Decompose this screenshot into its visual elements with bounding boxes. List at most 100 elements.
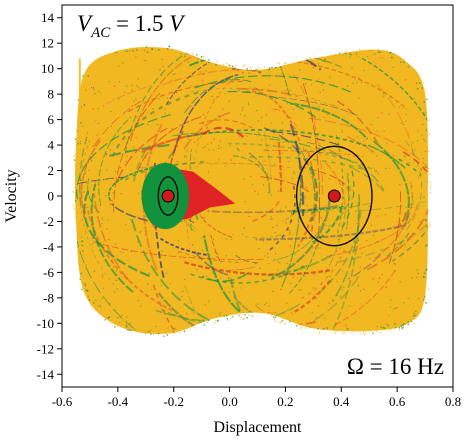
speckle-dot bbox=[316, 206, 318, 209]
edge-dot bbox=[104, 319, 106, 321]
edge-dot bbox=[359, 48, 361, 50]
basin-streak bbox=[136, 115, 203, 173]
speckle-dot bbox=[80, 106, 82, 108]
speckle-dot bbox=[219, 314, 221, 316]
speckle-dot bbox=[152, 259, 154, 261]
speckle-dot bbox=[137, 241, 139, 243]
basin-streak bbox=[226, 58, 408, 110]
speckle-dot bbox=[413, 312, 415, 314]
speckle-dot bbox=[205, 70, 207, 72]
edge-dot bbox=[393, 56, 396, 58]
speckle-dot bbox=[322, 108, 325, 110]
basin-streak bbox=[271, 108, 298, 127]
edge-dot bbox=[74, 141, 77, 143]
speckle-dot bbox=[131, 84, 133, 86]
speckle-dot bbox=[224, 93, 226, 95]
speckle-dot bbox=[381, 112, 383, 114]
speckle-dot bbox=[236, 147, 238, 150]
speckle-dot bbox=[248, 103, 250, 105]
edge-dot bbox=[87, 298, 89, 300]
speckle-dot bbox=[373, 234, 375, 236]
y-tick-label: -12 bbox=[37, 341, 54, 356]
speckle-dot bbox=[150, 329, 152, 331]
edge-dot bbox=[115, 319, 117, 322]
edge-dot bbox=[364, 332, 366, 334]
edge-dot bbox=[80, 96, 83, 98]
edge-dot bbox=[301, 326, 303, 329]
speckle-dot bbox=[178, 161, 180, 163]
speckle-dot bbox=[314, 190, 316, 192]
speckle-dot bbox=[405, 79, 407, 81]
edge-dot bbox=[424, 253, 427, 255]
speckle-dot bbox=[261, 116, 263, 118]
edge-dot bbox=[410, 68, 412, 70]
speckle-dot bbox=[305, 186, 307, 189]
basin-streak bbox=[162, 68, 244, 86]
speckle-dot bbox=[258, 133, 260, 135]
speckle-dot bbox=[327, 113, 329, 116]
speckle-dot bbox=[403, 123, 405, 126]
speckle-dot bbox=[389, 306, 391, 308]
edge-dot bbox=[414, 72, 416, 74]
edge-dot bbox=[77, 99, 80, 101]
edge-dot bbox=[349, 53, 351, 55]
edge-dot bbox=[345, 55, 348, 57]
edge-dot bbox=[425, 245, 427, 247]
edge-dot bbox=[82, 76, 84, 78]
speckle-dot bbox=[135, 56, 137, 58]
speckle-dot bbox=[372, 278, 374, 280]
speckle-dot bbox=[277, 260, 279, 263]
basin-streak bbox=[232, 252, 258, 264]
edge-dot bbox=[184, 55, 186, 57]
speckle-dot bbox=[181, 132, 183, 134]
edge-dot bbox=[205, 318, 208, 321]
speckle-dot bbox=[292, 108, 294, 110]
edge-dot bbox=[100, 62, 102, 64]
speckle-dot bbox=[202, 73, 204, 76]
x-axis-title: Displacement bbox=[214, 419, 303, 436]
edge-dot bbox=[389, 327, 392, 329]
edge-dot bbox=[255, 310, 257, 313]
speckle-dot bbox=[184, 155, 186, 157]
speckle-dot bbox=[267, 172, 269, 174]
y-tick-label: 8 bbox=[48, 87, 55, 102]
edge-dot bbox=[425, 171, 428, 173]
y-tick-label: 2 bbox=[48, 163, 55, 178]
edge-dot bbox=[277, 62, 279, 64]
edge-dot bbox=[78, 150, 80, 152]
speckle-dot bbox=[93, 88, 95, 91]
basin-streak bbox=[306, 141, 347, 161]
speckle-dot bbox=[312, 247, 314, 249]
speckle-dot bbox=[161, 270, 163, 272]
edge-dot bbox=[403, 323, 405, 325]
edge-dot bbox=[79, 276, 82, 278]
basin-streak bbox=[249, 156, 363, 170]
edge-dot bbox=[429, 225, 431, 227]
speckle-dot bbox=[282, 313, 284, 315]
edge-dot bbox=[407, 323, 409, 326]
speckle-dot bbox=[274, 232, 276, 234]
edge-dot bbox=[403, 61, 405, 63]
edge-dot bbox=[415, 82, 418, 84]
edge-dot bbox=[81, 288, 83, 291]
edge-dot bbox=[419, 77, 421, 79]
edge-dot bbox=[287, 64, 289, 66]
edge-dot bbox=[136, 49, 138, 51]
speckle-dot bbox=[247, 102, 249, 104]
speckle-dot bbox=[309, 107, 311, 109]
speckle-dot bbox=[176, 91, 178, 93]
edge-dot bbox=[386, 51, 388, 53]
edge-dot bbox=[135, 50, 137, 53]
y-tick-label: 12 bbox=[41, 36, 54, 51]
speckle-dot bbox=[306, 205, 308, 207]
speckle-dot bbox=[105, 195, 107, 197]
speckle-dot bbox=[321, 84, 323, 86]
edge-dot bbox=[427, 170, 429, 172]
speckle-dot bbox=[275, 235, 278, 237]
speckle-dot bbox=[310, 83, 313, 86]
edge-dot bbox=[163, 335, 165, 337]
basin-streak bbox=[320, 209, 362, 292]
speckle-dot bbox=[142, 112, 145, 114]
speckle-dot bbox=[109, 203, 112, 205]
speckle-dot bbox=[405, 113, 407, 115]
